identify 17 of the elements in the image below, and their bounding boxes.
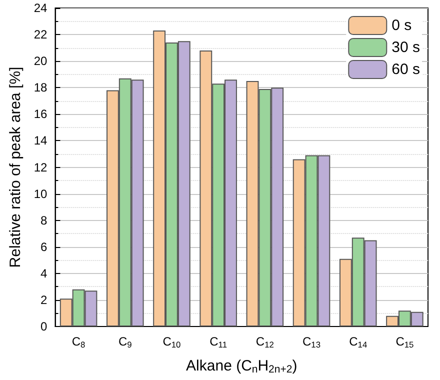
y-axis-title: Relative ratio of peak area [%]	[7, 66, 24, 268]
legend-label: 60 s	[392, 61, 420, 78]
y-tick-label: 0	[40, 320, 48, 334]
y-tick-label: 20	[34, 54, 48, 68]
y-tick-label: 12	[34, 160, 48, 174]
y-tick-label: 16	[34, 107, 48, 122]
y-tick-label: 10	[34, 186, 48, 201]
y-tick-label: 2	[40, 292, 48, 307]
y-tick-label: 22	[34, 28, 48, 42]
legend-label: 30 s	[392, 39, 420, 56]
y-tick-label: 18	[34, 80, 48, 95]
y-tick-label: 4	[40, 266, 48, 280]
y-tick-label: 8	[40, 213, 48, 228]
y-tick-label: 24	[34, 1, 48, 15]
y-tick-label: 6	[40, 240, 48, 254]
y-tick-label: 14	[34, 134, 48, 148]
legend-label: 0 s	[392, 17, 412, 34]
